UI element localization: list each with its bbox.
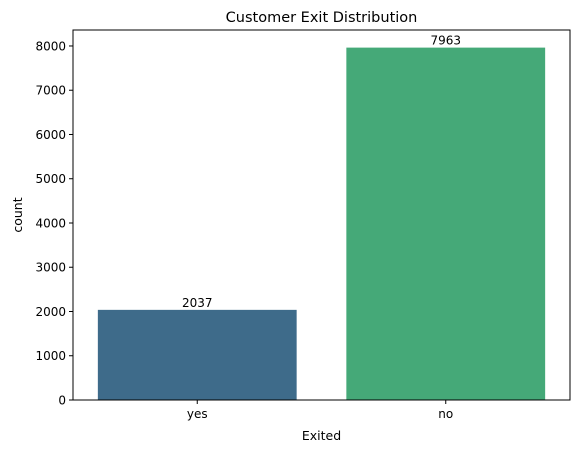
y-tick-label: 2000 <box>35 305 66 319</box>
y-tick-label: 4000 <box>35 216 66 230</box>
y-tick-label: 8000 <box>35 39 66 53</box>
x-axis: yes no <box>187 400 453 421</box>
y-axis: 0 1000 2000 3000 4000 5000 6000 7000 8000 <box>35 39 73 408</box>
y-tick-label: 6000 <box>35 128 66 142</box>
data-label-no: 7963 <box>430 34 461 48</box>
data-label-yes: 2037 <box>182 296 213 310</box>
y-tick-label: 7000 <box>35 84 66 98</box>
y-tick-label: 5000 <box>35 172 66 186</box>
data-labels: 2037 7963 <box>182 34 461 310</box>
y-tick-label: 0 <box>58 394 66 408</box>
bar-yes <box>97 309 297 400</box>
y-tick-label: 3000 <box>35 261 66 275</box>
bar-series <box>97 47 546 400</box>
chart-title: Customer Exit Distribution <box>226 10 418 26</box>
y-axis-label: count <box>10 197 25 232</box>
x-tick-label-yes: yes <box>187 407 208 421</box>
plot-frame <box>72 29 571 401</box>
x-tick-label-no: no <box>438 407 453 421</box>
bar-no <box>346 47 546 400</box>
x-axis-label: Exited <box>302 428 341 443</box>
y-tick-label: 1000 <box>35 349 66 363</box>
